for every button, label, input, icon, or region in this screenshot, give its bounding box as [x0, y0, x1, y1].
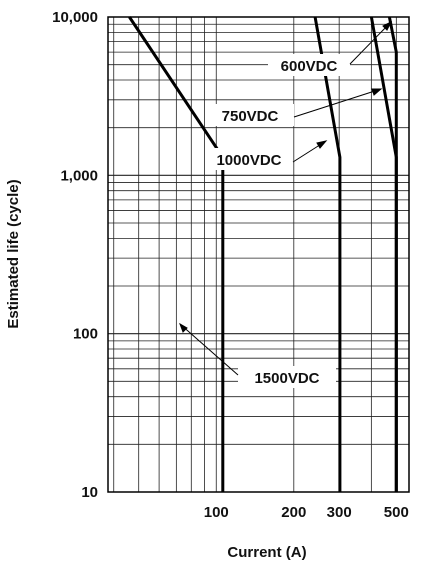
plot-frame — [107, 16, 410, 493]
annotation-1000vdc: 1000VDC — [205, 148, 293, 170]
arrowhead-1500vdc — [179, 322, 188, 333]
y-tick-label: 10 — [81, 484, 98, 501]
leader-arrows — [179, 20, 393, 376]
series-line-1000vdc — [313, 16, 342, 492]
arrowhead-1000vdc — [316, 140, 328, 149]
y-tick-label: 1,000 — [60, 167, 98, 184]
series-group — [128, 16, 398, 492]
arrow-750vdc — [293, 88, 382, 118]
y-tick-label: 100 — [73, 326, 98, 343]
x-tick-label: 300 — [327, 504, 352, 521]
series-label-1500vdc: 1500VDC — [254, 370, 319, 387]
x-axis-title: Current (A) — [227, 544, 306, 561]
x-tick-label: 100 — [204, 504, 229, 521]
grid — [108, 17, 409, 492]
arrowhead-750vdc — [371, 88, 383, 96]
annotation-750vdc: 750VDC — [208, 104, 294, 126]
series-label-600vdc: 600VDC — [281, 58, 338, 75]
tick-labels: 10 100 1,000 10,000 100 200 300 500 — [52, 9, 409, 521]
x-tick-label: 200 — [281, 504, 306, 521]
annotation-600vdc: 600VDC — [268, 54, 350, 76]
series-label-1000vdc: 1000VDC — [216, 152, 281, 169]
series-label-750vdc: 750VDC — [222, 108, 279, 125]
x-tick-label: 500 — [384, 504, 409, 521]
arrowhead-600vdc — [382, 20, 393, 31]
annotation-1500vdc: 1500VDC — [238, 366, 336, 388]
arrow-1500vdc — [179, 323, 239, 376]
arrow-600vdc — [349, 21, 392, 65]
series-line-750vdc — [369, 16, 398, 492]
y-axis-title: Estimated life (cycle) — [5, 179, 22, 328]
series-line-600vdc — [387, 16, 398, 492]
y-tick-label: 10,000 — [52, 9, 98, 26]
